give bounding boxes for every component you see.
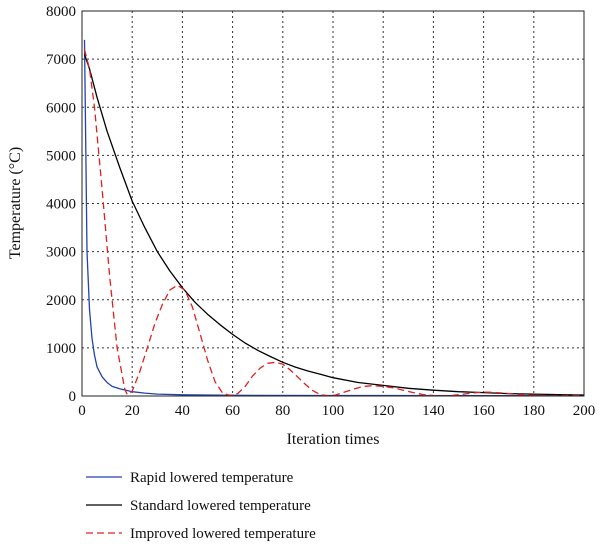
x-tick-label: 20 bbox=[125, 403, 140, 419]
y-tick-label: 5000 bbox=[46, 148, 76, 164]
series-line-2 bbox=[83, 54, 585, 396]
y-tick-label: 7000 bbox=[46, 52, 76, 68]
legend: Rapid lowered temperature Standard lowere… bbox=[86, 470, 316, 542]
legend-label-2: Standard lowered temperature bbox=[130, 498, 311, 514]
x-tick-label: 80 bbox=[275, 403, 290, 419]
x-tick-label: 140 bbox=[422, 403, 445, 419]
legend-label-1: Rapid lowered temperature bbox=[130, 470, 294, 486]
x-tick-label: 100 bbox=[322, 403, 345, 419]
y-axis-title: Temperature (°C) bbox=[7, 147, 24, 259]
y-tick-label: 8000 bbox=[46, 4, 76, 20]
y-tick-label: 0 bbox=[69, 389, 77, 405]
ticks: 0 20 40 60 80 100 120 140 160 180 2000100020003000… bbox=[46, 4, 595, 419]
x-tick-label: 60 bbox=[225, 403, 240, 419]
x-tick-label: 180 bbox=[523, 403, 546, 419]
y-tick-label: 2000 bbox=[46, 293, 76, 309]
series-line-3 bbox=[83, 49, 585, 397]
x-tick-label: 0 bbox=[78, 403, 86, 419]
series-line-1 bbox=[83, 39, 585, 397]
series-lines bbox=[83, 39, 585, 397]
plot-frame bbox=[81, 10, 585, 397]
x-axis-title: Iteration times bbox=[287, 431, 380, 448]
grid bbox=[82, 11, 584, 396]
x-tick-label: 120 bbox=[372, 403, 395, 419]
y-tick-label: 6000 bbox=[46, 100, 76, 116]
y-tick-label: 3000 bbox=[46, 245, 76, 261]
x-tick-label: 160 bbox=[472, 403, 495, 419]
x-tick-label: 40 bbox=[175, 403, 190, 419]
y-tick-label: 1000 bbox=[46, 341, 76, 357]
legend-label-3: Improved lowered temperature bbox=[130, 526, 316, 542]
x-tick-label: 200 bbox=[573, 403, 596, 419]
y-tick-label: 4000 bbox=[46, 197, 76, 213]
